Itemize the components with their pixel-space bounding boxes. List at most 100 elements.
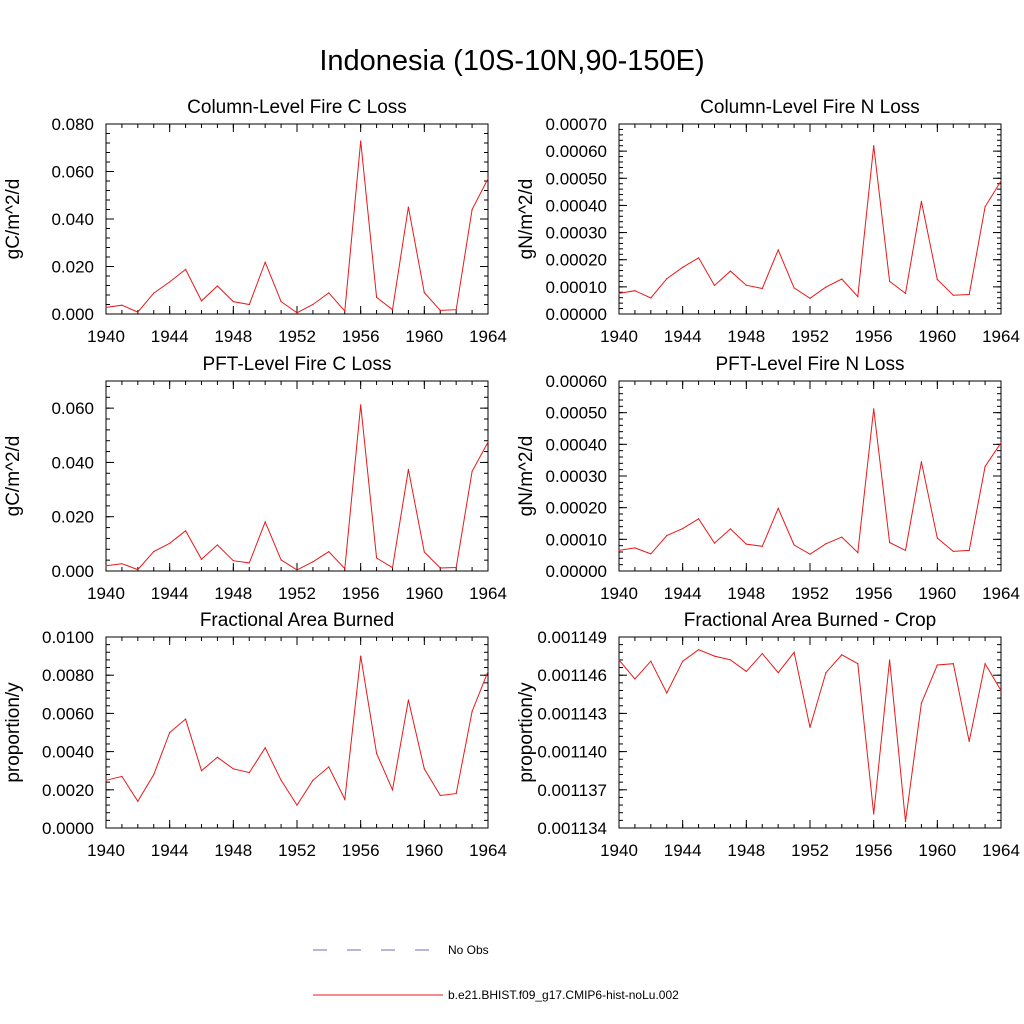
y-tick-label: 0.00020 <box>546 499 607 518</box>
data-point <box>375 752 378 755</box>
data-point <box>666 278 668 280</box>
data-point <box>650 297 652 299</box>
x-tick-label: 1960 <box>918 841 956 860</box>
data-point <box>920 702 923 704</box>
x-tick-label: 1956 <box>342 841 380 860</box>
data-point <box>344 798 346 800</box>
panel-title: PFT-Level Fire N Loss <box>716 354 905 375</box>
y-tick-label: 0.00040 <box>546 435 607 454</box>
y-tick-label: 0.060 <box>51 163 94 182</box>
data-point <box>984 663 986 665</box>
data-point <box>713 284 716 287</box>
data-point <box>761 287 763 290</box>
data-point <box>200 770 203 772</box>
data-point <box>904 549 907 552</box>
y-tick-label: 0.001137 <box>537 781 607 800</box>
y-tick-label: 0.00060 <box>546 372 607 391</box>
data-point <box>137 311 139 313</box>
data-point <box>264 747 266 749</box>
x-tick-label: 1944 <box>151 584 189 603</box>
data-point <box>455 309 457 311</box>
y-axis-label: gN/m^2/d <box>516 436 537 517</box>
data-point <box>328 551 330 553</box>
data-point <box>857 552 859 554</box>
data-point <box>777 249 779 251</box>
y-tick-label: 0.00010 <box>546 278 607 297</box>
y-tick-label: 0.080 <box>51 115 94 134</box>
chart-panel-6: 1940 1944 1948 1952 1956 1960 1964 0.001134 0.00… <box>516 610 1020 860</box>
data-point <box>407 206 410 208</box>
data-point <box>471 470 473 472</box>
y-tick-label: 0.001149 <box>537 628 607 647</box>
data-point <box>1000 689 1002 692</box>
data-point <box>344 567 346 570</box>
x-tick-label: 1952 <box>278 841 316 860</box>
chart-panel-2: 1940 1944 1948 1952 1956 1960 1964 0.00000 0.000… <box>516 97 1020 346</box>
y-tick-label: 0.0020 <box>42 781 94 800</box>
y-tick-label: 0.0100 <box>42 628 94 647</box>
data-point <box>391 309 394 311</box>
x-tick-label: 1948 <box>727 327 765 346</box>
y-axis-label: gC/m^2/d <box>3 436 24 517</box>
data-point <box>841 654 843 656</box>
x-tick-label: 1940 <box>600 841 638 860</box>
data-point <box>666 692 668 694</box>
data-point <box>697 257 700 259</box>
y-tick-label: 0.001143 <box>537 704 607 723</box>
data-point <box>857 663 859 665</box>
x-tick-label: 1960 <box>405 327 443 346</box>
x-tick-label: 1956 <box>855 327 893 346</box>
data-point <box>952 294 954 296</box>
data-point <box>745 284 747 286</box>
x-tick-label: 1940 <box>600 327 638 346</box>
y-tick-label: 0.00000 <box>546 305 607 324</box>
x-tick-label: 1952 <box>791 327 829 346</box>
y-tick-label: 0.0000 <box>42 819 94 838</box>
data-point <box>232 560 234 562</box>
data-point <box>666 534 668 537</box>
data-point <box>423 292 425 294</box>
x-tick-label: 1944 <box>151 841 189 860</box>
y-tick-label: 0.00000 <box>546 562 607 581</box>
y-tick-label: 0.000 <box>51 562 94 581</box>
data-point <box>264 521 266 523</box>
x-tick-label: 1964 <box>469 327 507 346</box>
data-point <box>137 800 139 802</box>
figure-title: Indonesia (10S-10N,90-150E) <box>319 45 705 77</box>
data-point <box>169 281 171 283</box>
x-tick-label: 1944 <box>151 327 189 346</box>
data-point <box>793 287 795 289</box>
data-point <box>248 562 250 564</box>
y-tick-label: 0.001146 <box>537 666 607 685</box>
data-point <box>713 542 716 544</box>
data-point <box>841 536 843 538</box>
x-tick-label: 1964 <box>982 327 1020 346</box>
chart-panel-5: 1940 1944 1948 1952 1956 1960 1964 0.0000 0.0020… <box>3 610 507 860</box>
data-point <box>328 292 330 294</box>
data-point <box>200 558 203 560</box>
panel-title: PFT-Level Fire C Loss <box>203 354 392 375</box>
data-point <box>952 663 954 665</box>
x-tick-label: 1960 <box>405 841 443 860</box>
x-tick-label: 1952 <box>791 584 829 603</box>
data-point <box>423 768 425 770</box>
data-point <box>777 507 779 509</box>
chart-panel-1: 1940 1944 1948 1952 1956 1960 1964 0.000 0.020 0.… <box>3 97 507 346</box>
data-point <box>904 821 907 823</box>
x-tick-label: 1944 <box>664 841 702 860</box>
data-point <box>809 297 811 299</box>
data-point <box>888 659 891 661</box>
data-point <box>634 547 636 549</box>
data-point <box>439 309 441 312</box>
data-point <box>121 563 123 565</box>
data-point <box>105 779 107 781</box>
data-point <box>216 285 219 287</box>
data-point <box>391 567 394 569</box>
x-tick-label: 1948 <box>727 584 765 603</box>
data-point <box>232 768 234 770</box>
data-point <box>487 441 489 443</box>
series-line <box>105 404 489 571</box>
data-point <box>280 559 282 561</box>
plot-frame <box>618 380 1002 572</box>
